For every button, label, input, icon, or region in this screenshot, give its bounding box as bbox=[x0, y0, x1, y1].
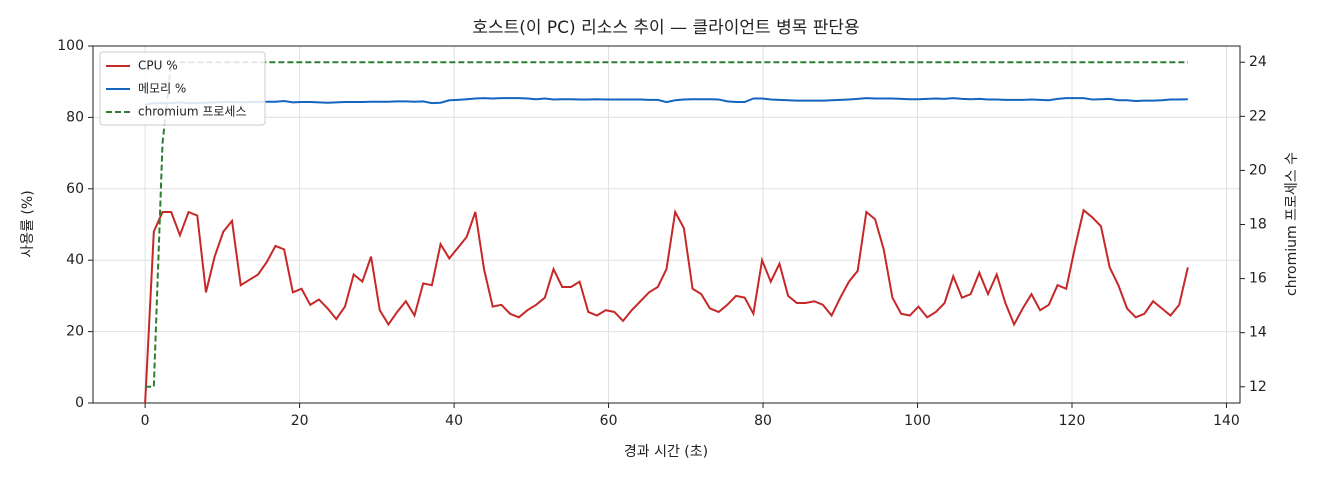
x-tick-label: 140 bbox=[1213, 413, 1240, 429]
series-line bbox=[144, 208, 1189, 404]
y-tick-label: 0 bbox=[75, 395, 84, 411]
x-tick-label: 80 bbox=[754, 413, 772, 429]
y-tick-label: 20 bbox=[66, 324, 84, 340]
y-tick-label: 80 bbox=[66, 109, 84, 125]
chart-title: 호스트(이 PC) 리소스 추이 — 클라이언트 병목 판단용 bbox=[472, 18, 859, 38]
y-tick-label: 40 bbox=[66, 252, 84, 268]
x-tick-label: 120 bbox=[1059, 413, 1086, 429]
y-tick-label: 100 bbox=[57, 38, 84, 54]
legend-label: chromium 프로세스 bbox=[138, 105, 247, 119]
x-tick-label: 40 bbox=[445, 413, 463, 429]
y2-tick-label: 20 bbox=[1249, 162, 1267, 178]
y2-tick-label: 12 bbox=[1249, 379, 1267, 395]
y2-axis-label: chromium 프로세스 수 bbox=[1284, 152, 1300, 296]
legend-box bbox=[99, 51, 266, 126]
x-tick-label: 60 bbox=[600, 413, 618, 429]
y-tick-label: 60 bbox=[66, 181, 84, 197]
y2-tick-label: 24 bbox=[1249, 54, 1267, 70]
x-tick-label: 20 bbox=[291, 413, 309, 429]
y2-tick-label: 18 bbox=[1249, 217, 1267, 233]
series-line bbox=[144, 97, 1188, 106]
x-axis-label: 경과 시간 (초) bbox=[624, 444, 708, 460]
x-tick-label: 100 bbox=[904, 413, 931, 429]
y-axis-label: 사용률 (%) bbox=[20, 190, 36, 257]
plot-frame bbox=[92, 45, 1241, 404]
x-tick-label: 0 bbox=[141, 413, 150, 429]
y2-tick-label: 22 bbox=[1249, 108, 1267, 124]
legend-label: CPU % bbox=[138, 59, 178, 73]
y2-tick-label: 14 bbox=[1249, 325, 1267, 341]
legend-label: 메모리 % bbox=[138, 82, 186, 96]
y2-tick-label: 16 bbox=[1249, 271, 1267, 287]
series-line bbox=[145, 61, 1188, 388]
